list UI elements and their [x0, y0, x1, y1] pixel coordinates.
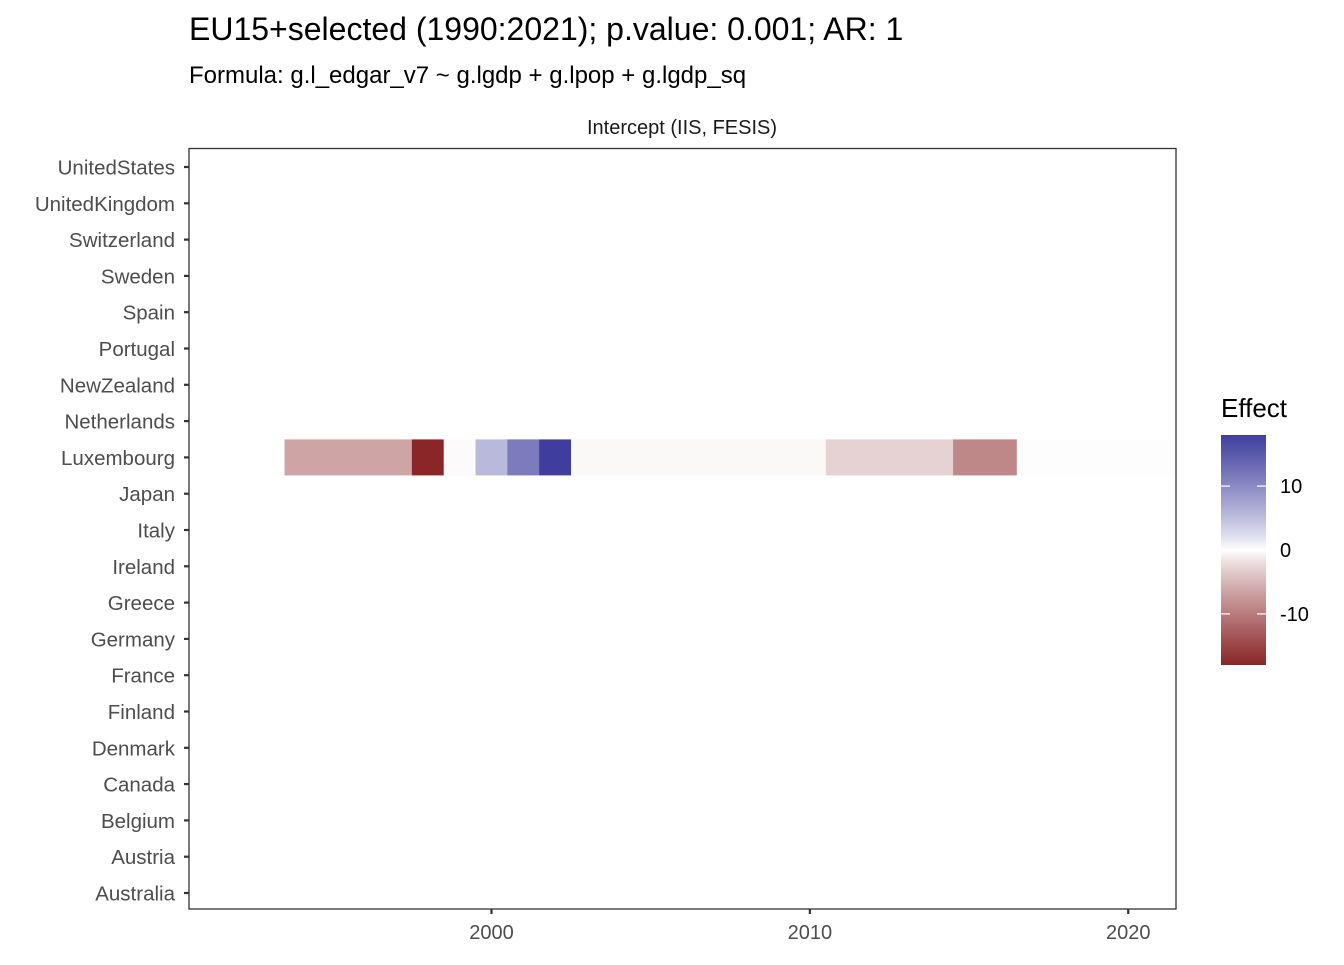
- y-axis: UnitedStates UnitedKingdom Switzerland Swed…: [35, 157, 189, 906]
- legend-tick-label: -10: [1280, 604, 1309, 626]
- heatmap-cell: [539, 439, 572, 476]
- heatmap-cell: [698, 439, 731, 476]
- y-axis-tick-label: Austria: [111, 846, 175, 869]
- facet-strip-label: Intercept (IIS, FESIS): [587, 117, 777, 139]
- y-axis-tick-label: Switzerland: [69, 229, 175, 252]
- heatmap-cell: [602, 439, 636, 476]
- legend-tick-label: 10: [1280, 476, 1302, 498]
- y-axis-tick-label: UnitedKingdom: [35, 193, 175, 216]
- y-axis-tick-label: Luxembourg: [61, 447, 175, 470]
- heatmap-cell: [921, 439, 954, 476]
- legend-title: Effect: [1221, 393, 1288, 423]
- heatmap-cell: [1144, 439, 1177, 476]
- y-axis-tick-label: Sweden: [101, 265, 175, 288]
- y-axis-tick-label: Australia: [95, 883, 175, 906]
- y-axis-tick-label: Japan: [119, 483, 175, 506]
- heatmap-cell: [857, 439, 890, 476]
- y-axis-tick-label: Netherlands: [64, 411, 175, 434]
- heatmap-cell: [380, 439, 413, 476]
- y-axis-tick-label: Germany: [91, 628, 176, 651]
- heatmap-cell: [953, 439, 986, 476]
- x-axis-tick-label: 2010: [788, 922, 833, 944]
- heatmap-cell: [1112, 439, 1145, 476]
- y-axis-tick-label: Canada: [103, 774, 175, 797]
- y-axis-tick-label: Finland: [108, 701, 175, 724]
- heatmap-cell: [475, 439, 508, 476]
- heatmap-cell: [889, 439, 922, 476]
- heatmap-cell: [984, 439, 1018, 476]
- heatmap-cell: [825, 439, 859, 476]
- y-axis-tick-label: Italy: [137, 520, 175, 543]
- y-axis-tick-label: Belgium: [101, 810, 175, 833]
- y-axis-tick-label: UnitedStates: [58, 157, 175, 180]
- heatmap-cell: [1048, 439, 1081, 476]
- heatmap-cell: [507, 439, 540, 476]
- chart-title: EU15+selected (1990:2021); p.value: 0.00…: [189, 11, 903, 47]
- y-axis-tick-label: Spain: [123, 302, 175, 325]
- x-axis-tick-label: 2020: [1106, 922, 1151, 944]
- heatmap-cell: [443, 439, 476, 476]
- heatmap-cell: [666, 439, 699, 476]
- heatmap-cell: [762, 439, 795, 476]
- legend: Effect 10 0 -10: [1221, 393, 1309, 665]
- heatmap-cell: [348, 439, 381, 476]
- heatmap-cell: [1016, 439, 1050, 476]
- y-axis-tick-label: Portugal: [99, 338, 175, 361]
- y-axis-tick-label: Ireland: [112, 556, 175, 579]
- legend-ticks: 10 0 -10: [1221, 476, 1309, 626]
- heatmap-cell: [411, 439, 445, 476]
- y-axis-tick-label: Denmark: [92, 737, 176, 760]
- heatmap-cell: [1080, 439, 1113, 476]
- heatmap-cell: [730, 439, 763, 476]
- heatmap-cell: [284, 439, 317, 476]
- legend-tick-label: 0: [1280, 540, 1291, 562]
- heatmap-cells: [284, 439, 1177, 476]
- x-axis-tick-label: 2000: [469, 922, 514, 944]
- x-axis: 2000 2010 2020: [469, 909, 1150, 944]
- y-axis-tick-label: France: [111, 665, 175, 688]
- heatmap-cell: [316, 439, 349, 476]
- y-axis-tick-label: Greece: [108, 592, 175, 615]
- panel-border: [188, 147, 1177, 910]
- chart-subtitle: Formula: g.l_edgar_v7 ~ g.lgdp + g.lpop …: [189, 62, 746, 89]
- y-axis-tick-label: NewZealand: [60, 374, 175, 397]
- heatmap-cell: [793, 439, 827, 476]
- heatmap-cell: [571, 439, 604, 476]
- heatmap-cell: [634, 439, 667, 476]
